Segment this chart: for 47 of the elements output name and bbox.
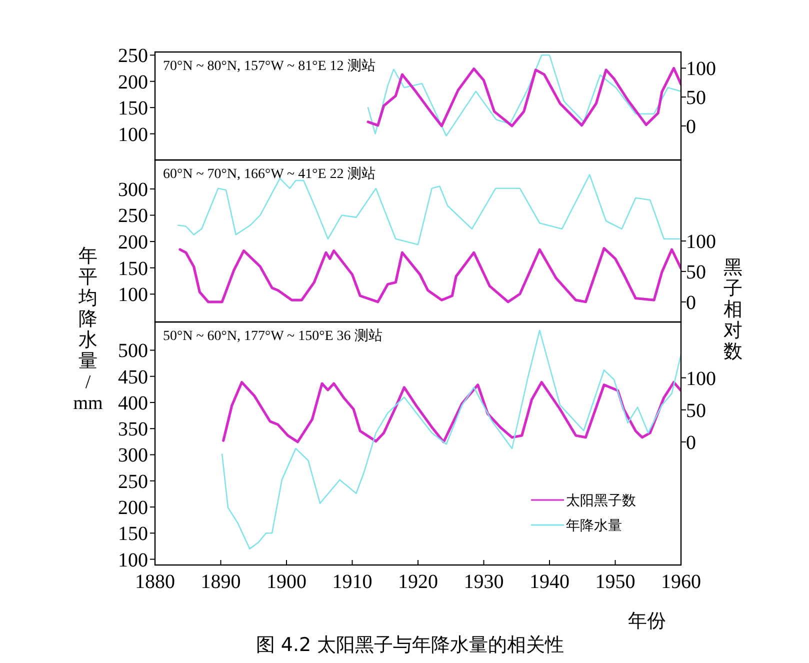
legend-label: 年降水量	[566, 518, 622, 534]
y-tick-label: 150	[118, 98, 148, 120]
y-tick-label: 300	[118, 178, 148, 201]
x-tick-label: 1950	[595, 571, 636, 593]
y2-tick-label: 0	[686, 432, 696, 454]
y-tick-label: 100	[118, 284, 148, 306]
legend-label: 太阳黑子数	[566, 493, 636, 509]
y-tick-label: 350	[118, 418, 148, 441]
x-tick-label: 1930	[464, 571, 504, 593]
y-tick-label: 200	[118, 71, 148, 94]
y-axis-title: 年平均降水量/mm	[73, 246, 103, 414]
y2-tick-label: 100	[686, 58, 716, 80]
y-tick-label: 250	[118, 45, 148, 68]
x-tick-label: 1910	[332, 571, 372, 593]
y-tick-label: 100	[118, 124, 148, 146]
annotation: 50°N ~ 60°N, 177°W ~ 150°E 36 测站	[163, 328, 382, 344]
y-tick-label: 300	[118, 444, 148, 467]
y-tick-label: 200	[118, 232, 148, 254]
y2-tick-label: 100	[686, 368, 716, 390]
y2-tick-label: 100	[686, 231, 716, 253]
x-tick-label: 1940	[530, 571, 570, 593]
y-tick-label: 250	[118, 205, 148, 228]
x-tick-label: 1920	[398, 571, 438, 593]
x-tick-label: 1960	[661, 571, 701, 593]
y-tick-label: 150	[118, 523, 148, 546]
y-tick-label: 200	[118, 496, 148, 519]
x-axis-title: 年份	[628, 611, 666, 632]
y-tick-label: 250	[118, 470, 148, 493]
y2-tick-label: 50	[686, 87, 706, 110]
y-tick-label: 400	[118, 392, 148, 414]
annotation: 70°N ~ 80°N, 157°W ~ 81°E 12 测站	[163, 58, 376, 74]
y-tick-label: 150	[118, 258, 148, 280]
y-tick-label: 450	[118, 366, 148, 388]
line-series	[178, 247, 681, 304]
y2-tick-label: 50	[686, 400, 706, 422]
x-tick-label: 1900	[266, 571, 306, 593]
y2-tick-label: 50	[686, 261, 706, 284]
y2-tick-label: 0	[686, 116, 696, 138]
caption: 图 4.2 太阳黑子与年降水量的相关性	[256, 634, 564, 656]
x-tick-label: 1880	[135, 571, 175, 593]
line-series	[222, 380, 681, 444]
annotation: 60°N ~ 70°N, 166°W ~ 41°E 22 测站	[163, 166, 376, 182]
y2-axis-title: 黑子相对数	[724, 258, 742, 362]
y-tick-label: 100	[118, 549, 148, 572]
x-tick-label: 1890	[200, 571, 241, 593]
y2-tick-label: 0	[686, 292, 696, 314]
y-tick-label: 500	[118, 340, 148, 362]
